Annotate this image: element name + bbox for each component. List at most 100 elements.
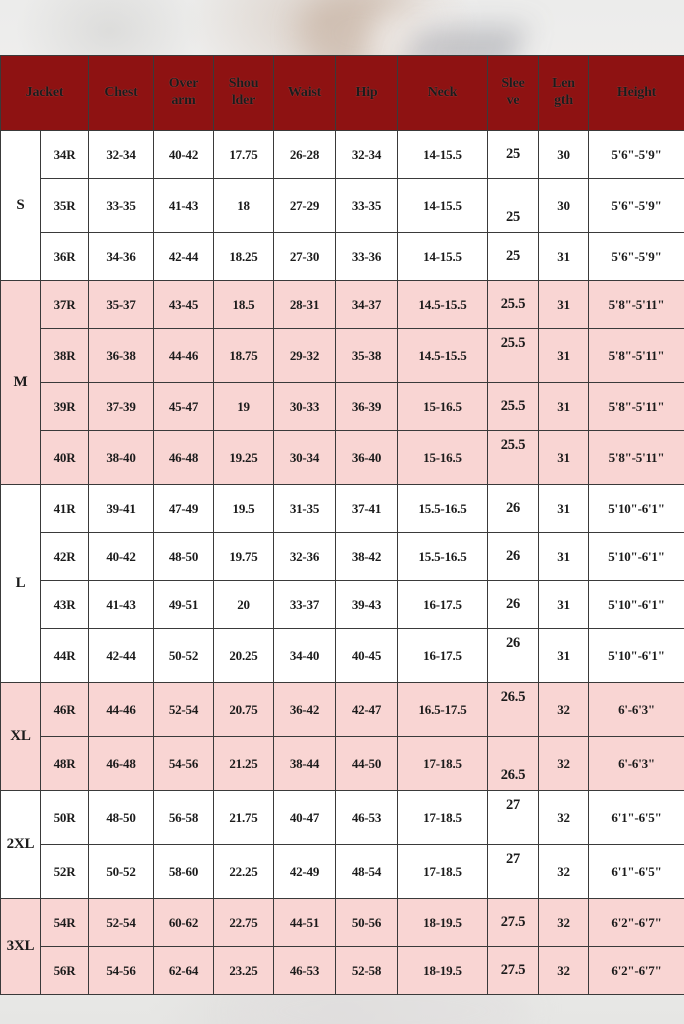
header-line: lder xyxy=(231,93,256,108)
cell-height: 5'10"-6'1" xyxy=(588,580,684,629)
header-line: ve xyxy=(506,93,520,108)
cell-jacket: 34R xyxy=(40,130,89,179)
cell-chest: 36-38 xyxy=(88,328,154,383)
size-group-cell-3xl: 3XL xyxy=(0,898,41,995)
cell-chest: 33-35 xyxy=(88,178,154,233)
cell-length: 32 xyxy=(538,946,589,995)
cell-height: 6'1"-6'5" xyxy=(588,790,684,845)
cell-hip: 32-34 xyxy=(335,130,398,179)
cell-overarm: 42-44 xyxy=(153,232,214,281)
cell-height: 5'6"-5'9" xyxy=(588,232,684,281)
cell-hip: 52-58 xyxy=(335,946,398,995)
cell-neck: 16-17.5 xyxy=(397,580,488,629)
cell-jacket: 41R xyxy=(40,484,89,533)
cell-hip: 42-47 xyxy=(335,682,398,737)
cell-sleeve: 25 xyxy=(487,178,539,233)
size-group-cell-m: M xyxy=(0,280,41,485)
cell-height: 6'1"-6'5" xyxy=(588,844,684,899)
header-line: Len xyxy=(552,76,575,92)
column-header-length: Len gth xyxy=(538,55,589,131)
table-row: 52R 50-52 58-60 22.25 42-49 48-54 17-18.5 27 32 6… xyxy=(1,844,684,899)
cell-waist: 30-33 xyxy=(273,382,336,431)
cell-overarm: 43-45 xyxy=(153,280,214,329)
header-line: gth xyxy=(554,93,573,108)
cell-height: 5'10"-6'1" xyxy=(588,532,684,581)
cell-sleeve: 27.5 xyxy=(487,898,539,947)
cell-hip: 35-38 xyxy=(335,328,398,383)
cell-jacket: 48R xyxy=(40,736,89,791)
cell-length: 31 xyxy=(538,280,589,329)
cell-overarm: 49-51 xyxy=(153,580,214,629)
cell-overarm: 52-54 xyxy=(153,682,214,737)
size-group-cell-xl: XL xyxy=(0,682,41,791)
cell-shoulder: 17.75 xyxy=(213,130,274,179)
cell-jacket: 38R xyxy=(40,328,89,383)
cell-length: 32 xyxy=(538,844,589,899)
cell-neck: 15.5-16.5 xyxy=(397,484,488,533)
cell-chest: 41-43 xyxy=(88,580,154,629)
cell-overarm: 45-47 xyxy=(153,382,214,431)
column-header-waist: Waist xyxy=(273,55,336,131)
table-row: 35R 33-35 41-43 18 27-29 33-35 14-15.5 25 30 5'6"… xyxy=(1,178,684,233)
header-line: Chest xyxy=(104,84,138,100)
cell-sleeve: 26.5 xyxy=(487,736,539,791)
cell-overarm: 40-42 xyxy=(153,130,214,179)
cell-hip: 33-35 xyxy=(335,178,398,233)
table-header: Jacket Chest Over arm Shou lder Waist Hi xyxy=(0,55,684,131)
cell-neck: 17-18.5 xyxy=(397,736,488,791)
cell-neck: 18-19.5 xyxy=(397,898,488,947)
cell-shoulder: 22.75 xyxy=(213,898,274,947)
cell-shoulder: 22.25 xyxy=(213,844,274,899)
cell-waist: 44-51 xyxy=(273,898,336,947)
cell-chest: 46-48 xyxy=(88,736,154,791)
cell-length: 30 xyxy=(538,130,589,179)
table-row: M 37R 35-37 43-45 18.5 28-31 34-37 14.5-15.5 25.… xyxy=(0,280,684,485)
header-line: Waist xyxy=(287,84,322,100)
cell-jacket: 56R xyxy=(40,946,89,995)
cell-shoulder: 21.75 xyxy=(213,790,274,845)
column-header-overarm: Over arm xyxy=(153,55,214,131)
column-header-height: Height xyxy=(588,55,684,131)
size-chart-table: Jacket Chest Over arm Shou lder Waist Hi xyxy=(0,55,684,995)
cell-neck: 14.5-15.5 xyxy=(397,280,488,329)
cell-chest: 40-42 xyxy=(88,532,154,581)
size-group-cell-2xl: 2XL xyxy=(0,790,41,899)
table-row: S 34R 32-34 40-42 17.75 26-28 32-34 14-15.5 25 30… xyxy=(0,130,684,281)
table-row: XL 46R 44-46 52-54 20.75 36-42 42-47 16.5-17.5 2… xyxy=(0,682,684,791)
cell-neck: 14-15.5 xyxy=(397,130,488,179)
cell-waist: 30-34 xyxy=(273,430,336,485)
cell-height: 5'8"-5'11" xyxy=(588,430,684,485)
cell-height: 6'2"-6'7" xyxy=(588,946,684,995)
cell-length: 32 xyxy=(538,898,589,947)
cell-hip: 50-56 xyxy=(335,898,398,947)
cell-waist: 40-47 xyxy=(273,790,336,845)
header-line: Jacket xyxy=(25,84,64,100)
cell-hip: 36-40 xyxy=(335,430,398,485)
cell-hip: 37-41 xyxy=(335,484,398,533)
cell-height: 6'-6'3" xyxy=(588,682,684,737)
header-line: Height xyxy=(616,84,657,100)
column-header-jacket: Jacket xyxy=(0,55,89,131)
cell-waist: 34-40 xyxy=(273,628,336,683)
cell-chest: 34-36 xyxy=(88,232,154,281)
header-line: Over xyxy=(168,76,199,92)
cell-chest: 38-40 xyxy=(88,430,154,485)
cell-overarm: 41-43 xyxy=(153,178,214,233)
cell-chest: 54-56 xyxy=(88,946,154,995)
cell-jacket: 50R xyxy=(40,790,89,845)
header-line: Hip xyxy=(355,84,378,100)
table-row: 39R 37-39 45-47 19 30-33 36-39 15-16.5 25.5 31 5'… xyxy=(1,382,684,431)
cell-waist: 32-36 xyxy=(273,532,336,581)
cell-neck: 16-17.5 xyxy=(397,628,488,683)
cell-sleeve: 26 xyxy=(487,484,539,533)
cell-sleeve: 27.5 xyxy=(487,946,539,995)
cell-chest: 52-54 xyxy=(88,898,154,947)
cell-shoulder: 19.25 xyxy=(213,430,274,485)
cell-neck: 14.5-15.5 xyxy=(397,328,488,383)
header-line: arm xyxy=(171,93,196,108)
cell-height: 6'-6'3" xyxy=(588,736,684,791)
cell-height: 5'6"-5'9" xyxy=(588,130,684,179)
cell-sleeve: 25 xyxy=(487,232,539,281)
cell-jacket: 40R xyxy=(40,430,89,485)
cell-neck: 14-15.5 xyxy=(397,178,488,233)
